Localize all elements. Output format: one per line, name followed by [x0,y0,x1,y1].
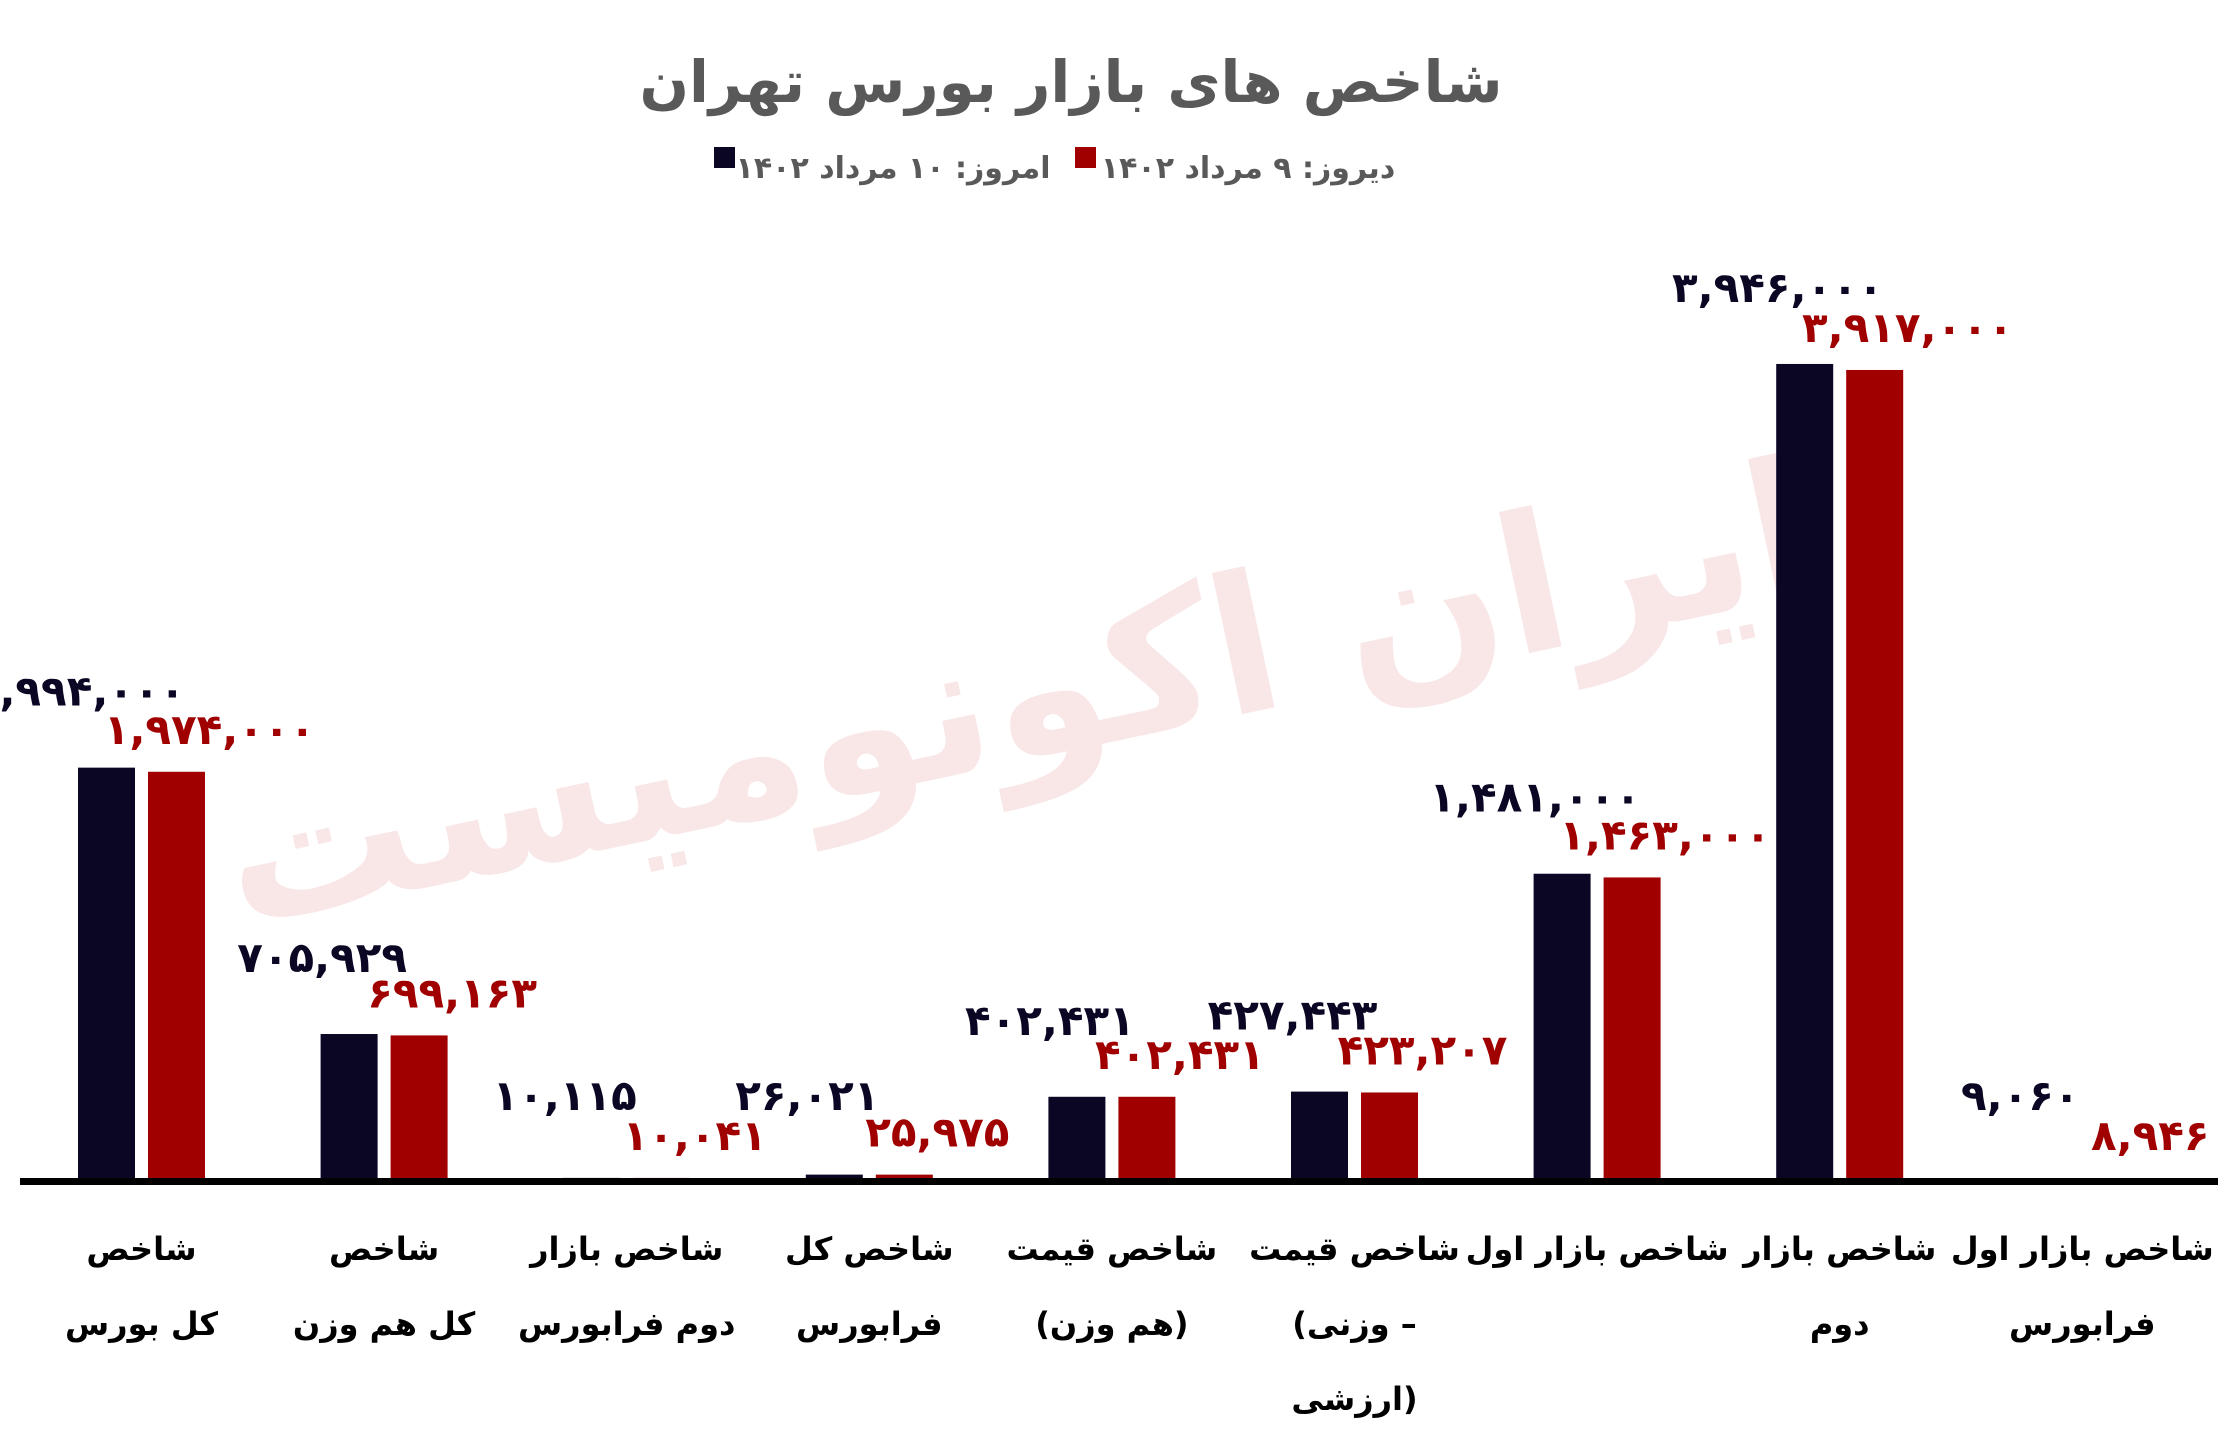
data-label-today: ۴۰۲,۴۳۱ [965,996,1135,1045]
watermark-logo: ایران اکونومیست [202,418,1836,974]
category-label: شاخص بازار [528,1230,723,1268]
bar-yesterday [1846,369,1904,1181]
bar-yesterday [875,1174,933,1180]
legend-swatch-today [714,147,735,168]
category-label: فرابورس [796,1305,942,1343]
legend: دیروز: ۹ مرداد ۱۴۰۲ امروز: ۱۰ مرداد ۱۴۰۲ [714,147,1395,186]
bar-today [1048,1096,1106,1180]
data-label-today: ۹,۰۶۰ [1961,1071,2080,1120]
bar-yesterday [1118,1096,1176,1180]
category-labels: شاخص کل بورس شاخص کل هم وزن شاخص بازار دوم فر… [65,1230,2214,1418]
legend-label-yesterday: دیروز: ۹ مرداد ۱۴۰۲ [1101,151,1395,186]
category-label: شاخص [86,1230,196,1268]
data-label-yesterday: ۶۹۹,۱۶۳ [367,968,537,1017]
data-label-yesterday: ۸,۹۴۶ [2091,1111,2210,1160]
data-label-today: ۲۶,۰۲۱ [735,1071,879,1120]
category-label: شاخص قیمت [1249,1230,1460,1268]
bar-today [1533,873,1591,1180]
category-label: شاخص بازار اول [1951,1230,2214,1268]
data-label-yesterday: ۱۰,۰۴۱ [623,1111,767,1160]
bar-yesterday [1361,1092,1418,1180]
data-label-yesterday: ۳,۹۱۷,۰۰۰ [1802,303,2013,352]
category-label: کل بورس [65,1305,218,1343]
category-label: شاخص بازار اول [1466,1230,1729,1268]
category-label: شاخص بازار [1741,1230,1936,1268]
bar-today [78,767,135,1180]
bar-today [1776,363,1834,1181]
category-label: (هم وزن) [1035,1305,1188,1343]
data-label-yesterday: ۱,۴۶۳,۰۰۰ [1559,810,1770,859]
bar-today [320,1034,378,1180]
data-label-today: ۷۰۵,۹۲۹ [237,933,407,982]
data-label-today: ۱۰,۱۱۵ [493,1071,637,1120]
bar-today [805,1174,863,1180]
x-axis-line [20,1178,2218,1185]
data-label-today: ۴۲۷,۴۴۳ [1208,991,1378,1040]
data-label-yesterday: ۴۰۲,۴۳۱ [1095,1030,1265,1079]
data-label-today: ۳,۹۴۶,۰۰۰ [1672,263,1883,312]
legend-swatch-yesterday [1075,147,1096,168]
data-label-yesterday: ۱,۹۷۴,۰۰۰ [104,705,315,754]
category-label: فرابورس [2009,1305,2155,1343]
data-label-today: ۱,۴۸۱,۰۰۰ [1429,773,1640,822]
category-label: دوم فرابورس [518,1305,735,1343]
category-label: (وزنی – [1292,1305,1416,1343]
bar-yesterday [1603,877,1661,1180]
category-label: ارزشی) [1291,1380,1417,1418]
data-label-today: ۱,۹۹۴,۰۰۰ [0,667,185,716]
bar-yesterday [390,1035,448,1180]
category-label: شاخص قیمت [1007,1230,1218,1268]
bar-today [1291,1091,1348,1180]
bar-yesterday [148,771,205,1180]
category-label: شاخص کل [785,1230,954,1268]
data-label-yesterday: ۲۵,۹۷۵ [865,1108,1009,1157]
category-label: دوم [1810,1305,1870,1343]
chart-title: شاخص های بازار بورس تهران [640,48,1503,117]
data-label-yesterday: ۴۲۳,۲۰۷ [1338,1025,1508,1074]
category-label: شاخص [329,1230,439,1268]
category-label: کل هم وزن [293,1305,476,1343]
legend-label-today: امروز: ۱۰ مرداد ۱۴۰۲ [736,151,1051,186]
